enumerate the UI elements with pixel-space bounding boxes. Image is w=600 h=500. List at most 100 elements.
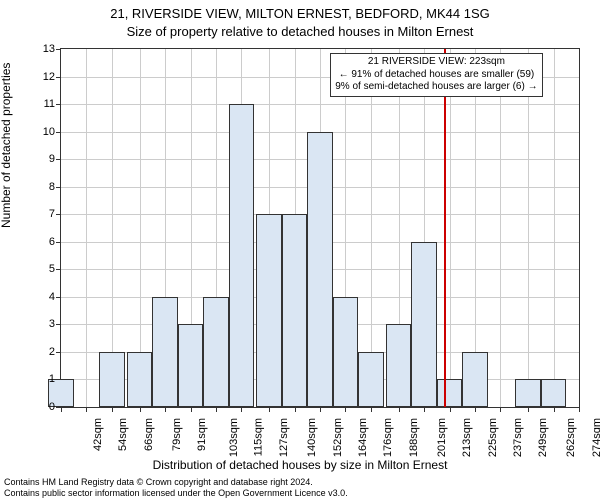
x-tick-mark [216, 408, 217, 412]
x-tick-mark [475, 408, 476, 412]
bar [358, 352, 383, 407]
annotation-line: ← 91% of detached houses are smaller (59… [335, 69, 537, 82]
x-tick-label: 79sqm [171, 418, 183, 451]
x-tick-label: 164sqm [357, 418, 369, 457]
bar [541, 379, 566, 407]
bar [127, 352, 152, 407]
x-tick-mark [399, 408, 400, 412]
annotation-box: 21 RIVERSIDE VIEW: 223sqm← 91% of detach… [330, 53, 542, 97]
bar [386, 324, 411, 407]
x-tick-label: 103sqm [228, 418, 240, 457]
bar [411, 242, 436, 407]
y-tick-mark [56, 407, 60, 408]
annotation-line: 21 RIVERSIDE VIEW: 223sqm [335, 56, 537, 69]
x-tick-label: 262sqm [565, 418, 577, 457]
y-tick-mark [56, 104, 60, 105]
x-tick-mark [371, 408, 372, 412]
bar [152, 297, 177, 407]
x-axis-label: Distribution of detached houses by size … [0, 458, 600, 472]
y-tick-label: 3 [25, 318, 55, 330]
chart-container: 21, RIVERSIDE VIEW, MILTON ERNEST, BEDFO… [0, 0, 600, 500]
x-tick-label: 54sqm [118, 418, 130, 451]
x-tick-label: 213sqm [461, 418, 473, 457]
y-axis-label: Number of detached properties [0, 63, 13, 228]
y-tick-mark [56, 49, 60, 50]
bar [203, 297, 228, 407]
x-tick-label: 152sqm [332, 418, 344, 457]
gridline-v [450, 49, 451, 407]
x-tick-label: 237sqm [512, 418, 524, 457]
y-tick-label: 12 [25, 71, 55, 83]
x-tick-label: 115sqm [252, 418, 264, 456]
x-tick-label: 42sqm [92, 418, 104, 451]
x-tick-mark [528, 408, 529, 412]
x-tick-mark [295, 408, 296, 412]
annotation-line: 9% of semi-detached houses are larger (6… [335, 81, 537, 94]
y-tick-mark [56, 132, 60, 133]
y-tick-label: 2 [25, 346, 55, 358]
y-tick-label: 1 [25, 373, 55, 385]
y-tick-label: 4 [25, 291, 55, 303]
chart-title-line1: 21, RIVERSIDE VIEW, MILTON ERNEST, BEDFO… [0, 6, 600, 21]
plot-area: 21 RIVERSIDE VIEW: 223sqm← 91% of detach… [60, 48, 580, 408]
y-tick-mark [56, 352, 60, 353]
y-tick-label: 0 [25, 401, 55, 413]
x-tick-label: 274sqm [591, 418, 600, 457]
x-tick-mark [140, 408, 141, 412]
y-tick-mark [56, 214, 60, 215]
x-tick-label: 249sqm [538, 418, 550, 457]
y-tick-label: 8 [25, 181, 55, 193]
y-tick-mark [56, 242, 60, 243]
x-tick-label: 140sqm [306, 418, 318, 457]
bar [256, 214, 281, 407]
x-tick-label: 176sqm [383, 418, 395, 457]
reference-line [444, 49, 446, 407]
bar [99, 352, 124, 407]
bar [282, 214, 307, 407]
bar [307, 132, 332, 407]
bar [333, 297, 358, 407]
x-tick-mark [191, 408, 192, 412]
bar [437, 379, 462, 407]
footer-line1: Contains HM Land Registry data © Crown c… [4, 477, 348, 487]
y-tick-label: 13 [25, 43, 55, 55]
x-tick-mark [112, 408, 113, 412]
gridline-v [554, 49, 555, 407]
y-tick-label: 5 [25, 263, 55, 275]
y-tick-label: 6 [25, 236, 55, 248]
y-tick-mark [56, 269, 60, 270]
y-tick-mark [56, 379, 60, 380]
y-tick-label: 7 [25, 208, 55, 220]
y-tick-mark [56, 297, 60, 298]
bar [178, 324, 203, 407]
x-tick-mark [424, 408, 425, 412]
y-tick-mark [56, 159, 60, 160]
footer-line2: Contains public sector information licen… [4, 488, 348, 498]
gridline-v [500, 49, 501, 407]
footer-attribution: Contains HM Land Registry data © Crown c… [4, 477, 348, 498]
x-tick-label: 91sqm [196, 418, 208, 451]
x-tick-mark [554, 408, 555, 412]
x-tick-mark [241, 408, 242, 412]
y-tick-mark [56, 187, 60, 188]
x-tick-mark [450, 408, 451, 412]
x-tick-label: 188sqm [408, 418, 420, 457]
x-tick-label: 127sqm [279, 418, 291, 457]
bar [229, 104, 254, 407]
x-tick-mark [86, 408, 87, 412]
x-tick-mark [269, 408, 270, 412]
x-tick-mark [345, 408, 346, 412]
chart-title-line2: Size of property relative to detached ho… [0, 24, 600, 39]
x-tick-label: 225sqm [487, 418, 499, 457]
y-tick-label: 10 [25, 126, 55, 138]
gridline-v [86, 49, 87, 407]
y-tick-mark [56, 77, 60, 78]
gridline-v [528, 49, 529, 407]
x-tick-mark [320, 408, 321, 412]
x-tick-mark [500, 408, 501, 412]
x-tick-label: 66sqm [143, 418, 155, 451]
bar [462, 352, 487, 407]
y-tick-label: 11 [25, 98, 55, 110]
x-tick-mark [61, 408, 62, 412]
x-tick-mark [579, 408, 580, 412]
